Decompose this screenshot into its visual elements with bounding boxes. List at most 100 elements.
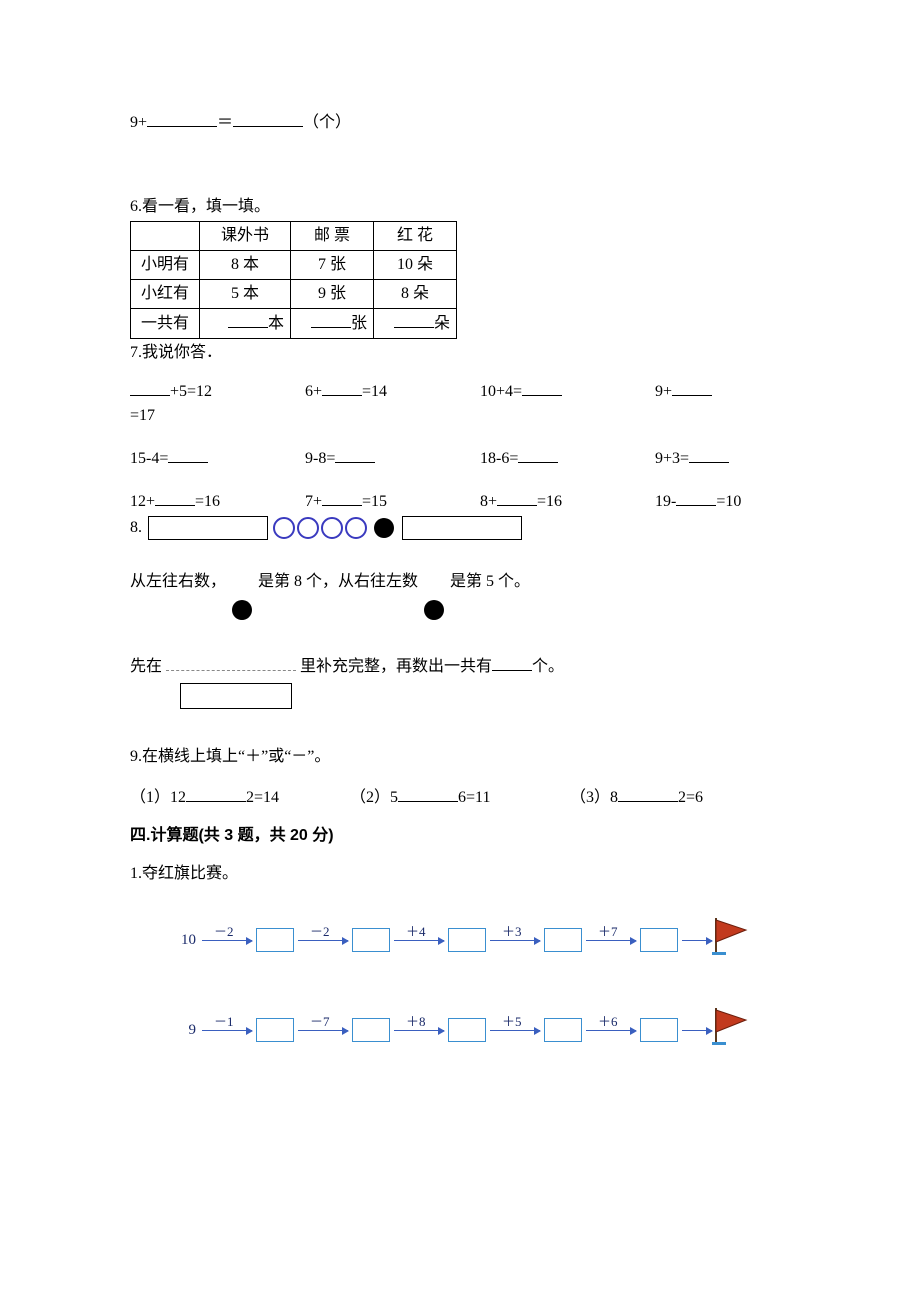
open-circle-icon xyxy=(345,517,367,539)
q6-title: 6.看一看，填一填。 xyxy=(130,195,790,219)
calc-box[interactable] xyxy=(256,928,294,952)
blank[interactable] xyxy=(130,379,170,396)
eq-suffix: （个） xyxy=(303,114,351,131)
arrow-label: ＋8 xyxy=(406,1012,426,1032)
calc-box[interactable] xyxy=(640,928,678,952)
blank[interactable] xyxy=(335,446,375,463)
q41-title: 1.夺红旗比赛。 xyxy=(130,862,790,886)
dashed-underline xyxy=(166,670,296,671)
calc-box[interactable] xyxy=(448,1018,486,1042)
filled-circle-icon xyxy=(232,600,252,620)
eq-prefix: 9+ xyxy=(130,114,147,131)
table-cell: 7 张 xyxy=(291,251,374,280)
blank[interactable] xyxy=(228,311,268,328)
table-cell[interactable]: 张 xyxy=(291,309,374,339)
box-placeholder[interactable] xyxy=(148,516,268,540)
box-placeholder[interactable] xyxy=(180,683,292,709)
q7-title: 7.我说你答． xyxy=(130,341,790,365)
calc-rows: 10 －2 －2 ＋4 xyxy=(130,916,790,1054)
calc-box[interactable] xyxy=(544,1018,582,1042)
arrow: ＋6 xyxy=(586,1030,636,1031)
flag-icon xyxy=(712,1006,750,1054)
table-cell: 邮 票 xyxy=(291,222,374,251)
arrow-label: －1 xyxy=(214,1012,234,1032)
arrow xyxy=(682,1030,712,1031)
table-row: 小红有 5 本 9 张 8 朵 xyxy=(131,280,457,309)
flag-icon xyxy=(712,916,750,964)
table-cell: 10 朵 xyxy=(374,251,457,280)
arrow xyxy=(682,940,712,941)
q8-line2: 先在 里补充完整，再数出一共有个。 xyxy=(130,654,790,679)
box-placeholder[interactable] xyxy=(402,516,522,540)
blank[interactable] xyxy=(311,311,351,328)
table-cell: 8 本 xyxy=(200,251,291,280)
table-cell: 5 本 xyxy=(200,280,291,309)
table-cell: 小红有 xyxy=(131,280,200,309)
arrow-label: －7 xyxy=(310,1012,330,1032)
blank[interactable] xyxy=(322,379,362,396)
blank[interactable] xyxy=(676,489,716,506)
calc-box[interactable] xyxy=(352,1018,390,1042)
blank[interactable] xyxy=(186,785,246,802)
calc-row: 9 －1 －7 ＋8 xyxy=(170,1006,790,1054)
filled-circle-icon xyxy=(374,518,394,538)
arrow-label: ＋5 xyxy=(502,1012,522,1032)
calc-box[interactable] xyxy=(544,928,582,952)
blank[interactable] xyxy=(155,489,195,506)
arrow-label: ＋3 xyxy=(502,922,522,942)
blank[interactable] xyxy=(322,489,362,506)
blank[interactable] xyxy=(147,110,217,127)
arrow-label: －2 xyxy=(214,922,234,942)
calc-box[interactable] xyxy=(640,1018,678,1042)
arrow: ＋8 xyxy=(394,1030,444,1031)
q8-label: 8. xyxy=(130,516,142,540)
table-cell: 一共有 xyxy=(131,309,200,339)
equation-9plus: 9+ ＝ （个） xyxy=(130,110,790,135)
q9-title: 9.在横线上填上“＋”或“－”。 xyxy=(130,745,790,769)
arrow-label: ＋4 xyxy=(406,922,426,942)
q7-row1-tail: =17 xyxy=(130,404,790,428)
blank[interactable] xyxy=(394,311,434,328)
table-row: 课外书 邮 票 红 花 xyxy=(131,222,457,251)
blank[interactable] xyxy=(689,446,729,463)
arrow: －1 xyxy=(202,1030,252,1031)
blank[interactable] xyxy=(672,379,712,396)
table-cell: 9 张 xyxy=(291,280,374,309)
blank[interactable] xyxy=(492,654,532,671)
calc-box[interactable] xyxy=(448,928,486,952)
blank[interactable] xyxy=(233,110,303,127)
arrow: －2 xyxy=(202,940,252,941)
table-row: 一共有 本 张 朵 xyxy=(131,309,457,339)
q7-row1: +5=12 6+=14 10+4= 9+ xyxy=(130,379,830,404)
arrow: ＋7 xyxy=(586,940,636,941)
table-cell: 红 花 xyxy=(374,222,457,251)
arrow: ＋5 xyxy=(490,1030,540,1031)
arrow: ＋4 xyxy=(394,940,444,941)
blank[interactable] xyxy=(168,446,208,463)
calc-box[interactable] xyxy=(352,928,390,952)
table-cell[interactable]: 朵 xyxy=(374,309,457,339)
blank[interactable] xyxy=(497,489,537,506)
blank[interactable] xyxy=(522,379,562,396)
table-cell[interactable]: 本 xyxy=(200,309,291,339)
arrow: －2 xyxy=(298,940,348,941)
filled-circle-icon xyxy=(424,600,444,620)
calc-box[interactable] xyxy=(256,1018,294,1042)
table-cell: 课外书 xyxy=(200,222,291,251)
q9-items: （1）122=14 （2）56=11 （3）82=6 xyxy=(130,785,790,810)
blank[interactable] xyxy=(398,785,458,802)
calc-start: 10 xyxy=(170,929,196,952)
arrow-label: ＋6 xyxy=(598,1012,618,1032)
section4-heading: 四.计算题(共 3 题，共 20 分) xyxy=(130,824,790,848)
open-circle-icon xyxy=(321,517,343,539)
open-circle-icon xyxy=(297,517,319,539)
blank[interactable] xyxy=(618,785,678,802)
open-circle-icon xyxy=(273,517,295,539)
q8-line1: 从左往右数， 是第 8 个，从右往左数 是第 5 个。 xyxy=(130,570,790,594)
arrow: －7 xyxy=(298,1030,348,1031)
q7-row2: 15-4= 9-8= 18-6= 9+3= xyxy=(130,446,830,471)
table-cell: 小明有 xyxy=(131,251,200,280)
eq-equals: ＝ xyxy=(217,114,233,131)
blank[interactable] xyxy=(518,446,558,463)
arrow: ＋3 xyxy=(490,940,540,941)
